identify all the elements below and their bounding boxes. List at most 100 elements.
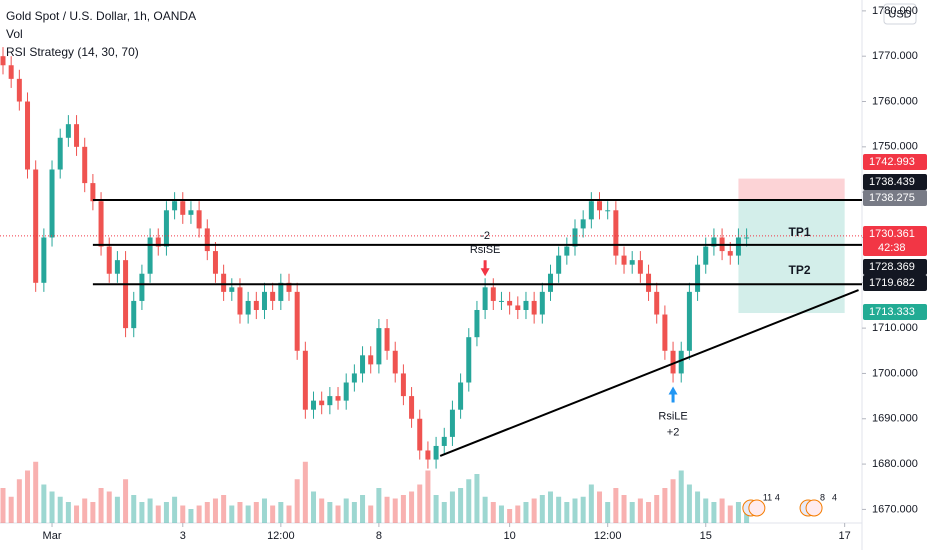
candle-body <box>515 305 521 310</box>
y-tick-label: 1680.000 <box>872 458 918 470</box>
candle-body <box>556 255 562 274</box>
candle-body <box>261 291 267 310</box>
candle-body <box>474 309 480 338</box>
volume-bar <box>392 498 398 523</box>
candle-body <box>163 210 169 247</box>
currency-button[interactable] <box>883 3 917 25</box>
candle-body <box>727 251 733 256</box>
volume-bar <box>196 505 202 523</box>
candle-body <box>621 255 627 265</box>
volume-bar <box>343 498 349 523</box>
volume-bar <box>302 461 308 523</box>
candle-body <box>392 350 398 374</box>
volume-bar <box>564 502 570 523</box>
event-count: 8 <box>820 492 825 502</box>
volume-bar <box>678 470 684 523</box>
x-tick-label: 15 <box>700 530 712 542</box>
candle-body <box>523 300 529 310</box>
candle-body <box>531 300 537 315</box>
candle-body <box>588 201 594 220</box>
y-tick-label: 1700.000 <box>872 367 918 379</box>
volume-bar <box>221 495 227 523</box>
volume-bar <box>8 496 14 523</box>
candle-body <box>327 396 333 406</box>
candle-body <box>221 273 227 292</box>
volume-bar <box>654 495 660 523</box>
indicator-label: RSI Strategy (14, 30, 70) <box>6 45 139 59</box>
tp-label: TP1 <box>789 225 811 239</box>
volume-bar <box>588 484 594 523</box>
volume-bar <box>0 488 6 523</box>
candle-body <box>49 169 55 238</box>
candle-body <box>245 300 251 315</box>
candle-body <box>735 237 741 256</box>
candle-body <box>155 237 161 247</box>
volume-bar <box>147 498 153 523</box>
price-label: 1730.361 <box>869 228 915 240</box>
y-tick-label: 1760.000 <box>872 95 918 107</box>
volume-bar <box>531 498 537 523</box>
volume-bar <box>98 488 104 523</box>
volume-bar <box>425 470 431 523</box>
volume-bar <box>261 498 267 523</box>
candle-body <box>196 210 202 229</box>
candle-body <box>82 146 88 184</box>
candle-body <box>335 396 341 401</box>
volume-bar <box>204 502 210 523</box>
volume-bar <box>384 496 390 523</box>
candle-body <box>351 373 357 383</box>
signal-qty: +2 <box>667 426 680 438</box>
volume-bar <box>114 496 120 523</box>
volume-bar <box>360 495 366 523</box>
candle-body <box>654 291 660 315</box>
volume-bar <box>646 502 652 523</box>
y-tick-label: 1670.000 <box>872 503 918 515</box>
volume-bar <box>670 479 676 523</box>
y-tick-label: 1780.000 <box>872 5 918 17</box>
event-icon <box>805 499 823 517</box>
candle-body <box>646 273 652 292</box>
volume-bar <box>572 498 578 523</box>
volume-bar <box>319 498 325 523</box>
price-label: 1738.439 <box>869 176 915 188</box>
volume-bar <box>180 505 186 523</box>
candle-body <box>16 78 22 102</box>
price-label-bg <box>863 275 927 291</box>
volume-bar <box>686 484 692 523</box>
candle-body <box>311 400 317 410</box>
volume-bar <box>139 502 145 523</box>
candle-body <box>74 124 80 147</box>
volume-bar <box>613 488 619 523</box>
price-label-bg <box>863 174 927 190</box>
volume-bar <box>278 502 284 523</box>
candle-body <box>343 382 349 401</box>
price-label: 1738.275 <box>869 192 915 204</box>
candle-body <box>490 287 496 301</box>
candle-body <box>180 201 186 215</box>
candle-body <box>57 137 63 170</box>
candle-body <box>678 350 684 374</box>
volume-bar <box>490 502 496 523</box>
volume-bar <box>41 484 47 523</box>
volume-bar <box>498 505 504 523</box>
volume-bar <box>409 491 415 523</box>
price-label-bg <box>863 154 927 170</box>
candle-body <box>139 273 145 301</box>
candle-body <box>482 287 488 310</box>
candle-body <box>637 260 643 274</box>
volume-bar <box>662 488 668 523</box>
volume-bar <box>621 495 627 523</box>
candle-body <box>744 237 750 239</box>
event-count: 4 <box>775 492 780 502</box>
chart-title: Gold Spot / U.S. Dollar, 1h, OANDA <box>6 9 196 23</box>
event-count: 4 <box>832 492 837 502</box>
volume-bar <box>466 479 472 523</box>
candle-body <box>449 409 455 437</box>
currency-label[interactable]: USD <box>888 8 911 20</box>
volume-bar <box>311 491 317 523</box>
event-icon <box>748 499 766 517</box>
candle-body <box>131 300 137 329</box>
candle-body <box>564 246 570 256</box>
candle-body <box>539 291 545 315</box>
